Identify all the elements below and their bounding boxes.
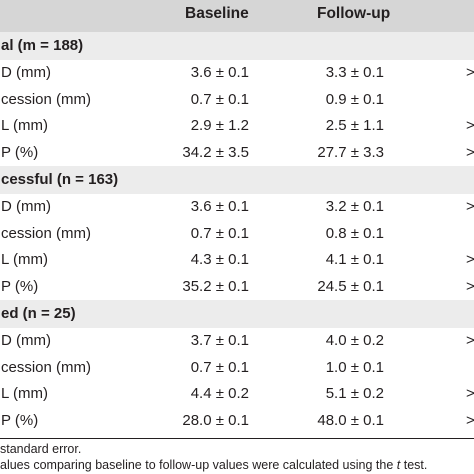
followup-value: 4.0 ± 0.2 (325, 332, 384, 349)
row-label: D (mm) (1, 198, 51, 215)
followup-value: 0.9 ± 0.1 (325, 91, 384, 108)
p-value-cell: > (466, 278, 474, 295)
p-value-cell: > (466, 251, 474, 268)
followup-value: 3.2 ± 0.1 (325, 198, 384, 215)
baseline-value: 2.9 ± 1.2 (190, 117, 249, 134)
baseline-value: 28.0 ± 0.1 (182, 412, 249, 429)
followup-value: 27.7 ± 3.3 (317, 144, 384, 161)
section-header: al (m = 188) (0, 32, 474, 60)
followup-value: 3.3 ± 0.1 (325, 64, 384, 81)
p-value-cell: > (466, 412, 474, 429)
row-label: D (mm) (1, 64, 51, 81)
p-value-cell: > (466, 198, 474, 215)
row-label: P (%) (1, 278, 39, 295)
followup-value: 0.8 ± 0.1 (325, 225, 384, 242)
footnote-t-test: alues comparing baseline to follow-up va… (0, 458, 428, 472)
baseline-value: 0.7 ± 0.1 (190, 225, 249, 242)
row-label: L (mm) (1, 385, 48, 402)
baseline-value: 0.7 ± 0.1 (190, 359, 249, 376)
row-label: L (mm) (1, 251, 48, 268)
table-header-row: Baseline Follow-up (0, 0, 474, 32)
footnote-standard-error: standard error. (0, 442, 82, 456)
row-label: P (%) (1, 144, 39, 161)
followup-value: 5.1 ± 0.2 (325, 385, 384, 402)
baseline-value: 35.2 ± 0.1 (182, 278, 249, 295)
p-value-cell: > (466, 117, 474, 134)
row-label: cession (mm) (1, 91, 92, 108)
row-label: P (%) (1, 412, 39, 429)
row-label: cession (mm) (1, 225, 92, 242)
column-header-baseline: Baseline (185, 5, 249, 22)
row-label: cession (mm) (1, 359, 92, 376)
baseline-value: 4.4 ± 0.2 (190, 385, 249, 402)
followup-value: 4.1 ± 0.1 (325, 251, 384, 268)
baseline-value: 4.3 ± 0.1 (190, 251, 249, 268)
p-value-cell: > (466, 385, 474, 402)
baseline-value: 0.7 ± 0.1 (190, 91, 249, 108)
p-value-cell: > (466, 64, 474, 81)
p-value-cell: > (466, 332, 474, 349)
baseline-value: 34.2 ± 3.5 (182, 144, 249, 161)
row-label: L (mm) (1, 117, 48, 134)
baseline-value: 3.6 ± 0.1 (190, 64, 249, 81)
section-title: cessful (n = 163) (1, 171, 119, 188)
section-header: cessful (n = 163) (0, 166, 474, 194)
p-value-cell: > (466, 144, 474, 161)
section-title: ed (n = 25) (1, 305, 76, 322)
followup-value: 24.5 ± 0.1 (317, 278, 384, 295)
table-bottom-rule (0, 438, 474, 439)
section-title: al (m = 188) (1, 37, 84, 54)
followup-value: 48.0 ± 0.1 (317, 412, 384, 429)
baseline-value: 3.7 ± 0.1 (190, 332, 249, 349)
baseline-value: 3.6 ± 0.1 (190, 198, 249, 215)
row-label: D (mm) (1, 332, 51, 349)
column-header-followup: Follow-up (317, 5, 391, 22)
section-header: ed (n = 25) (0, 300, 474, 328)
followup-value: 2.5 ± 1.1 (325, 117, 384, 134)
followup-value: 1.0 ± 0.1 (325, 359, 384, 376)
